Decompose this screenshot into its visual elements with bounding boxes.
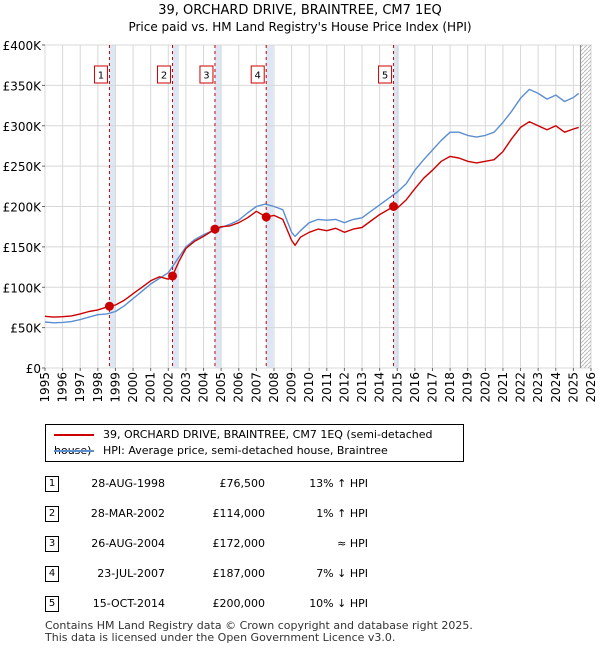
transaction-hpi-delta: 7% ↓ HPI [316,567,368,580]
sale-label-box [378,65,393,84]
y-tick-label: £350K [3,79,43,93]
legend-swatch-hpi [54,450,94,452]
x-tick-label: 2020 [478,372,492,403]
x-tick-label: 1998 [91,372,105,403]
transaction-price: £187,000 [212,567,266,580]
x-tick-label: 2021 [496,372,510,403]
x-tick-label: 2019 [461,372,475,403]
transaction-hpi-delta: 1% ↑ HPI [316,507,368,520]
x-tick-label: 2000 [126,372,140,403]
x-tick-label: 2022 [514,372,528,403]
footer-copyright: Contains HM Land Registry data © Crown c… [45,619,473,632]
y-tick-label: £150K [3,241,43,255]
y-axis: £0 £50K £100K £150K £200K £250K £300K £350K £400… [3,39,45,376]
x-tick-label: 2024 [549,372,563,403]
hpi-line [44,88,580,324]
x-tick-label: 2011 [320,372,334,403]
sale-label-box [199,65,214,84]
sale-point [168,271,178,281]
sale-label-boxes: 1 2 3 4 5 [93,65,393,84]
x-tick-label: 1996 [56,372,70,403]
x-tick-label: 1999 [109,372,123,403]
transaction-price: £76,500 [219,477,266,490]
footer-license: This data is licensed under the Open Gov… [45,631,396,644]
x-tick-label: 2013 [355,372,369,403]
legend-label-hpi: HPI: Average price, semi-detached house,… [103,444,388,457]
y-tick-label: £50K [10,322,42,336]
x-tick-label: 2025 [566,372,580,403]
sale-point [104,301,114,311]
price-chart: 39, ORCHARD DRIVE, BRAINTREE, CM7 1EQ Pr… [3,3,598,403]
y-tick-label: £0 [26,362,41,376]
legend-item-property: 39, ORCHARD DRIVE, BRAINTREE, CM7 1EQ (s… [54,427,463,457]
transaction-number: 2 [45,506,59,522]
sale-point [389,202,399,211]
x-tick-label: 2012 [337,372,351,403]
x-tick-label: 1997 [73,372,87,403]
y-tick-label: £250K [3,160,43,174]
x-tick-label: 2014 [373,372,387,403]
x-tick-label: 2007 [249,372,263,403]
y-tick-label: £400K [3,39,43,53]
sale-point [261,212,271,222]
transaction-price: £200,000 [212,597,266,610]
x-tick-label: 1995 [38,372,52,403]
transaction-number: 4 [45,566,59,582]
x-tick-label: 2018 [443,372,457,403]
transaction-date: 26-AUG-2004 [91,537,165,550]
sale-label-box [157,65,172,84]
sale-label-number: 3 [203,71,209,82]
transaction-hpi-delta: 13% ↑ HPI [309,477,368,490]
chart-subtitle: Price paid vs. HM Land Registry's House … [128,20,471,34]
sale-label-number: 4 [255,71,261,82]
x-tick-label: 2001 [144,372,158,403]
sale-label-number: 2 [161,71,167,82]
chart-title: 39, ORCHARD DRIVE, BRAINTREE, CM7 1EQ [158,3,442,18]
x-tick-label: 2015 [390,372,404,403]
y-tick-label: £300K [3,120,43,134]
x-tick-label: 2026 [584,372,598,403]
sale-label-box [93,65,108,84]
series-lines [44,88,580,324]
transaction-price: £172,000 [212,537,266,550]
chart-legend: 39, ORCHARD DRIVE, BRAINTREE, CM7 1EQ (s… [45,424,464,462]
x-tick-label: 2002 [161,372,175,403]
transaction-date: 28-AUG-1998 [91,477,165,490]
transaction-price: £114,000 [212,507,266,520]
x-tick-label: 2010 [302,372,316,403]
legend-swatch-property [54,434,94,436]
sale-markers [104,45,399,368]
sale-label-number: 1 [98,71,104,82]
forecast-hatch-rect [580,45,591,368]
y-tick-label: £200K [3,201,43,215]
transaction-number: 3 [45,536,59,552]
forecast-hatch [579,45,591,368]
x-tick-label: 2016 [408,372,422,403]
attribution-footer: Contains HM Land Registry data © Crown c… [45,620,473,644]
sale-label-box [250,65,265,84]
x-tick-label: 2008 [267,372,281,403]
x-tick-label: 2006 [232,372,246,403]
transaction-number: 1 [45,476,59,492]
x-axis: 1995 1996 1997 1998 1999 2000 2001 2002 2003 2004… [38,368,598,403]
x-tick-label: 2004 [197,372,211,403]
transaction-number: 5 [45,596,59,612]
transaction-date: 23-JUL-2007 [97,567,165,580]
x-tick-label: 2009 [285,372,299,403]
transaction-hpi-delta: ≈ HPI [337,537,368,550]
transaction-hpi-delta: 10% ↓ HPI [309,597,368,610]
sale-label-number: 5 [382,71,388,82]
property-price-line [44,120,579,318]
x-tick-label: 2003 [179,372,193,403]
y-tick-label: £100K [3,281,43,295]
transaction-date: 15-OCT-2014 [92,597,165,610]
legend-item-hpi: HPI: Average price, semi-detached house,… [54,443,388,459]
transaction-date: 28-MAR-2002 [90,507,165,520]
sale-point [210,224,220,234]
x-tick-label: 2023 [531,372,545,403]
x-tick-label: 2017 [426,372,440,403]
x-tick-label: 2005 [214,372,228,403]
